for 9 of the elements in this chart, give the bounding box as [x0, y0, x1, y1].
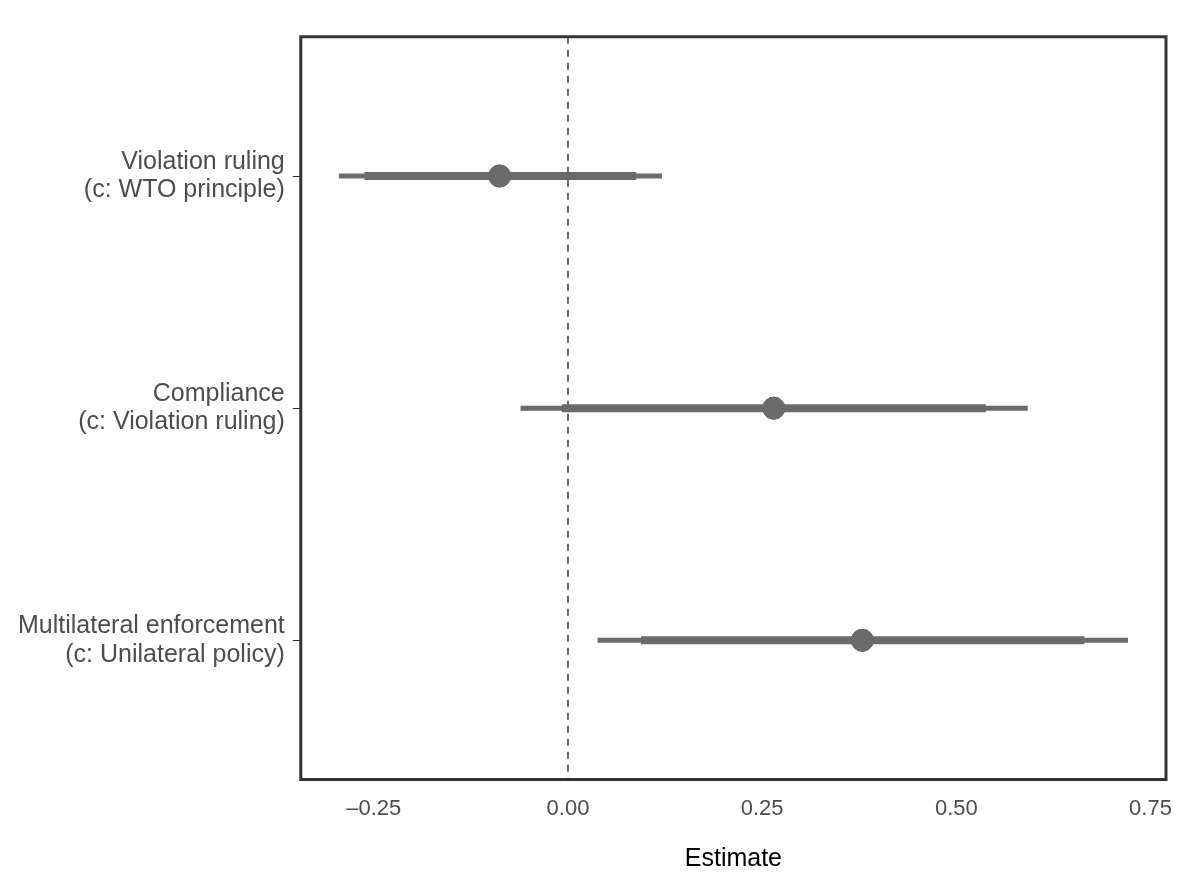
y-tick-label: Violation ruling (c: WTO principle): [83, 145, 285, 203]
x-axis-title: Estimate: [684, 842, 783, 871]
x-tick-label: 0.75: [1129, 794, 1172, 820]
x-tick-label: 0.25: [740, 794, 784, 820]
x-tick-label: 0.00: [546, 794, 590, 820]
y-tick-label: Multilateral enforcement (c: Unilateral policy): [17, 609, 285, 667]
x-tick-label: 0.50: [934, 794, 978, 820]
x-tick-label: –0.25: [346, 794, 402, 820]
y-tick-label: Compliance (c: Violation ruling): [78, 377, 285, 435]
